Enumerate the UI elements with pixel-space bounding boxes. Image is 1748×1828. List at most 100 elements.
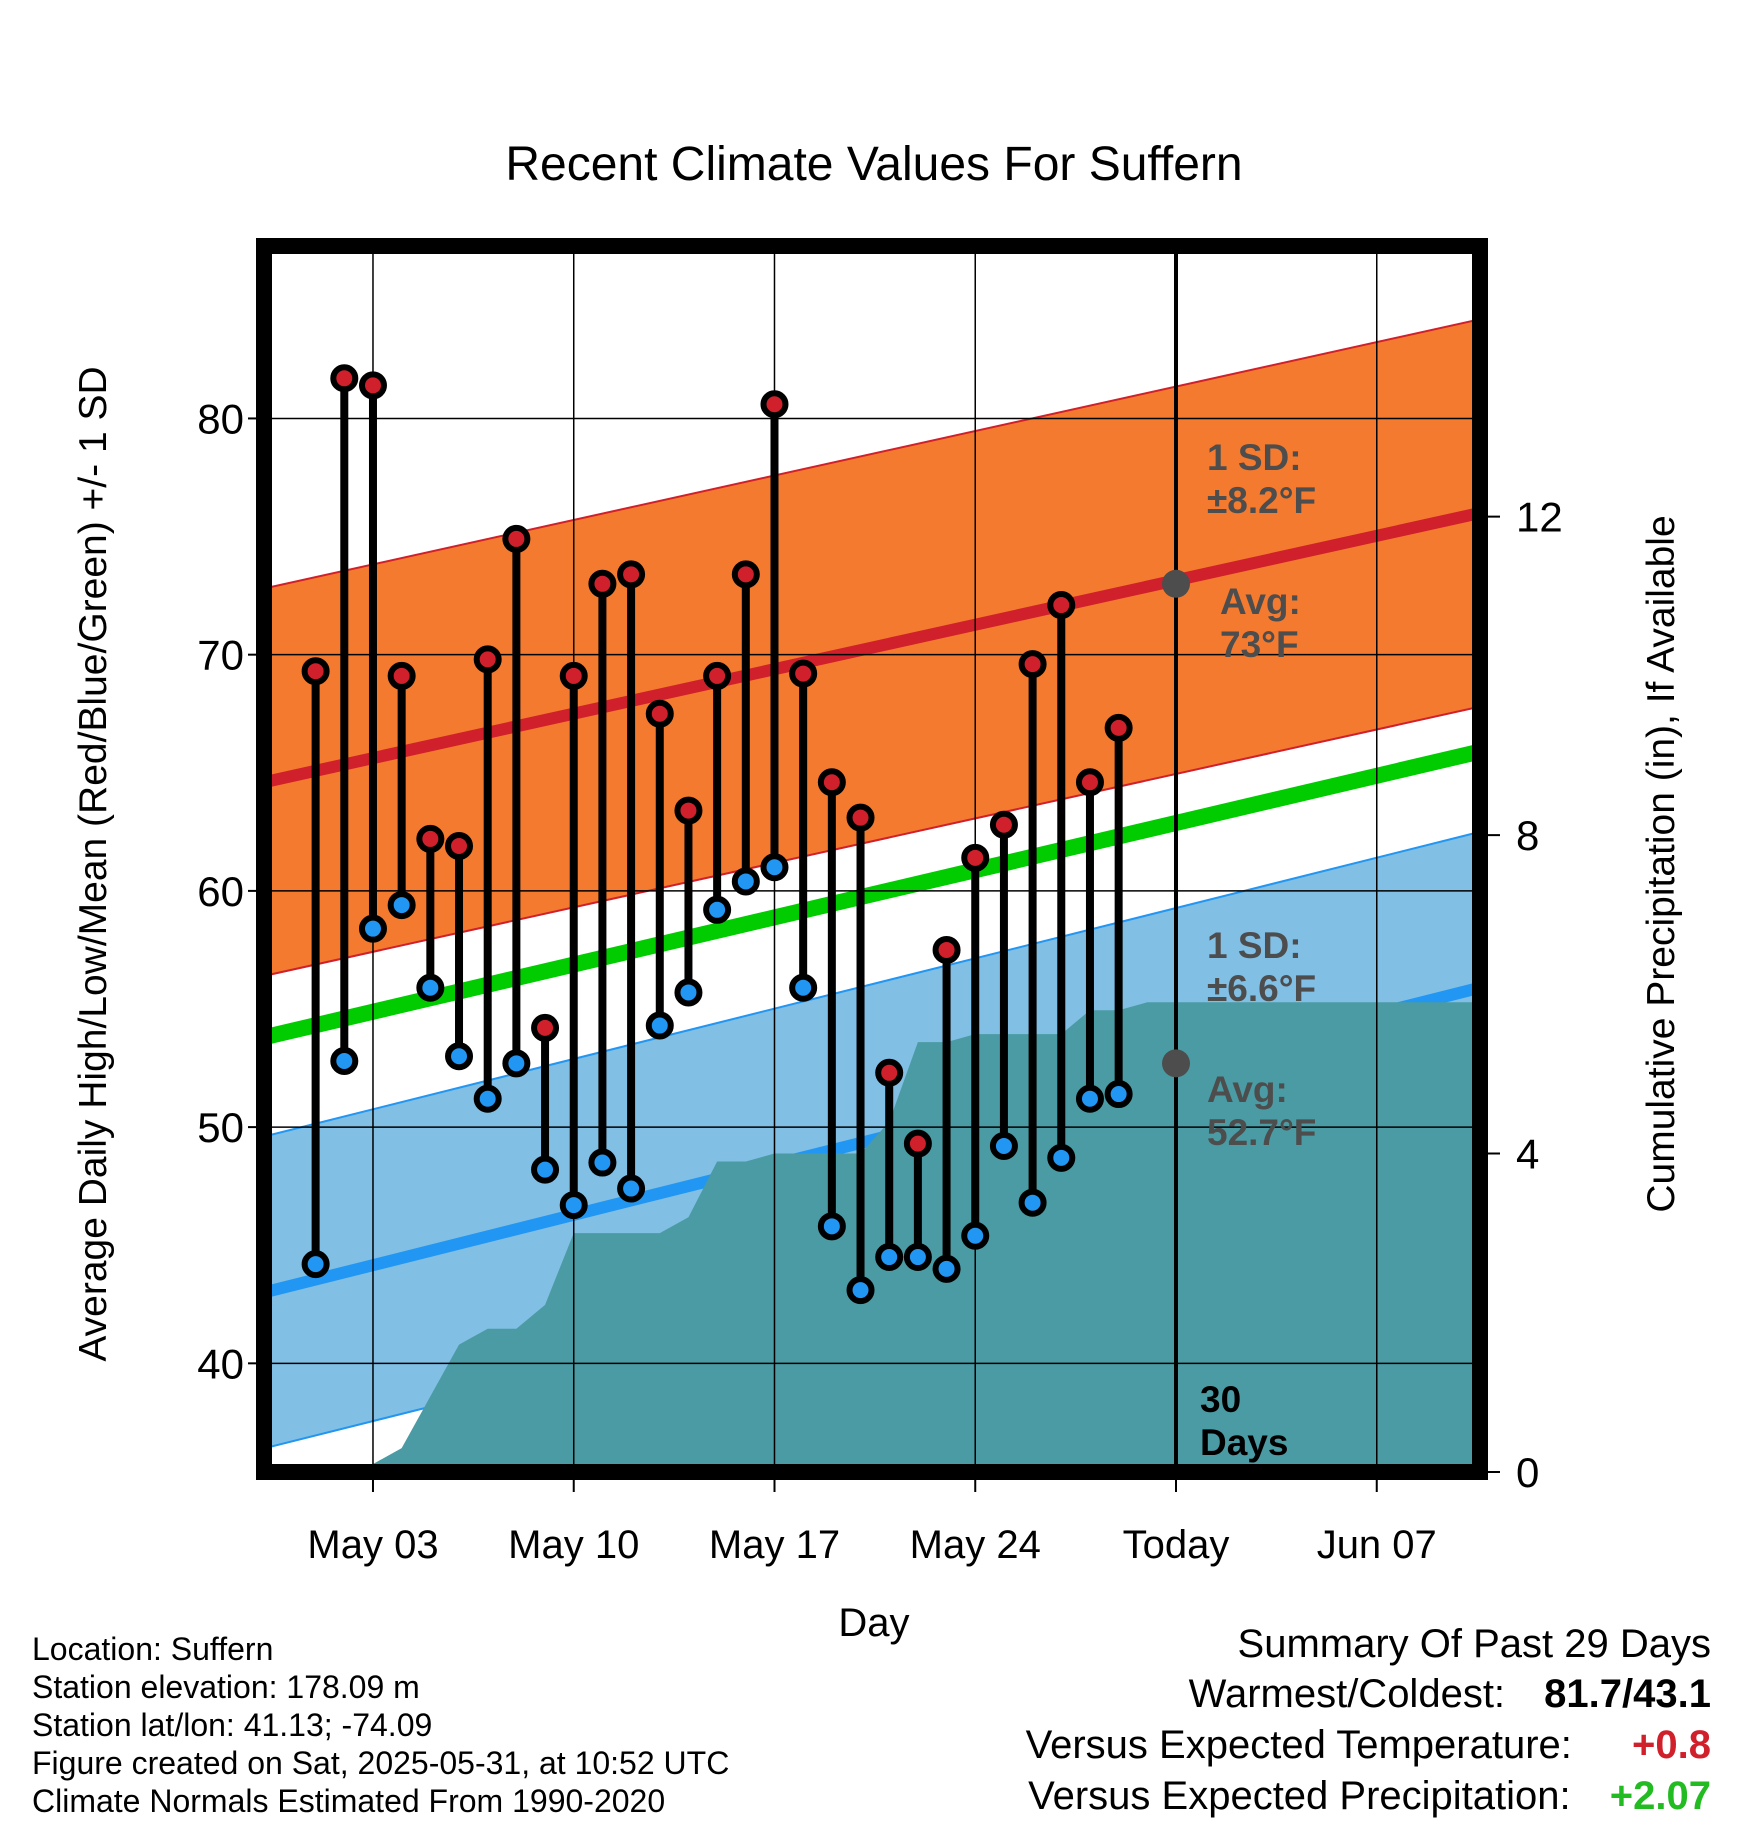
y-tick-label: 60 <box>197 868 244 915</box>
chart-title: Recent Climate Values For Suffern <box>505 138 1242 191</box>
high-point <box>789 659 818 688</box>
low-point <box>559 1191 588 1220</box>
low-point <box>358 914 387 943</box>
low-point <box>1104 1080 1133 1109</box>
x-tick-label: May 10 <box>508 1523 639 1567</box>
summary-warmest-row: Warmest/Coldest: 81.7/43.1 <box>1189 1672 1711 1717</box>
high-point <box>1018 650 1047 679</box>
temp-label: Versus Expected Temperature: <box>1025 1723 1572 1767</box>
low-point <box>416 973 445 1002</box>
low-point <box>445 1042 474 1071</box>
high-avg-label: Avg: <box>1220 581 1301 622</box>
y2-tick-label: 4 <box>1516 1131 1539 1178</box>
x-axis-label: Day <box>838 1601 909 1645</box>
high-point <box>903 1129 932 1158</box>
high-point <box>760 390 789 419</box>
y-axis-label: Average Daily High/Low/Mean (Red/Blue/Gr… <box>72 366 115 1361</box>
temp-deviation-value: +0.8 <box>1632 1723 1711 1767</box>
high-point <box>445 832 474 861</box>
summary-title: Summary Of Past 29 Days <box>1237 1622 1711 1666</box>
x-tick-label: Jun 07 <box>1317 1523 1437 1567</box>
low-point <box>502 1049 531 1078</box>
warmest-label: Warmest/Coldest: <box>1188 1672 1506 1716</box>
high-point <box>531 1013 560 1042</box>
today-high-avg-marker <box>1162 569 1190 598</box>
high-point <box>674 796 703 825</box>
low-point <box>817 1212 846 1241</box>
warmest-value: 81.7/43.1 <box>1544 1672 1711 1716</box>
low-point <box>932 1254 961 1283</box>
low-point <box>703 895 732 924</box>
high-sd-value: ±8.2°F <box>1207 480 1316 521</box>
high-point <box>645 699 674 728</box>
y-tick-label: 40 <box>197 1340 244 1387</box>
high-point <box>330 364 359 393</box>
days-text-label: Days <box>1200 1422 1288 1463</box>
high-point <box>358 371 387 400</box>
low-point <box>903 1243 932 1272</box>
high-point <box>1075 768 1104 797</box>
low-avg-label: Avg: <box>1207 1069 1288 1110</box>
high-point <box>473 645 502 674</box>
high-point <box>301 657 330 686</box>
plot-frame <box>256 238 1488 1480</box>
high-point <box>846 803 875 832</box>
high-avg-value: 73°F <box>1220 624 1299 665</box>
latlon-text: Station lat/lon: 41.13; -74.09 <box>32 1707 433 1743</box>
high-sd-label: 1 SD: <box>1207 437 1302 478</box>
low-point <box>645 1011 674 1040</box>
y-tick-label: 80 <box>197 395 244 442</box>
high-point <box>588 569 617 598</box>
low-point <box>674 978 703 1007</box>
low-point <box>387 891 416 920</box>
y2-tick-label: 12 <box>1516 494 1563 541</box>
low-point <box>989 1132 1018 1161</box>
high-point <box>932 935 961 964</box>
low-point <box>846 1276 875 1305</box>
low-sd-value: ±6.6°F <box>1207 968 1316 1009</box>
y2-axis-label: Cumulative Precipitation (in), If Availa… <box>1640 515 1683 1212</box>
x-tick-label: May 24 <box>910 1523 1041 1567</box>
high-point <box>559 661 588 690</box>
high-point <box>703 661 732 690</box>
low-point <box>330 1046 359 1075</box>
precip-label: Versus Expected Precipitation: <box>1028 1774 1571 1818</box>
today-low-avg-marker <box>1162 1049 1190 1078</box>
created-text: Figure created on Sat, 2025-05-31, at 10… <box>32 1745 730 1781</box>
station-info: Location: Suffern Station elevation: 178… <box>32 1630 729 1820</box>
normal-high-line <box>264 507 1480 789</box>
precip-deviation-value: +2.07 <box>1609 1774 1711 1818</box>
y2-tick-label: 0 <box>1516 1449 1539 1496</box>
low-point <box>588 1148 617 1177</box>
low-point <box>1018 1188 1047 1217</box>
x-tick-label: Today <box>1123 1523 1230 1567</box>
high-point <box>1104 713 1133 742</box>
location-text: Location: Suffern <box>32 1631 274 1667</box>
high-point <box>1047 591 1076 620</box>
low-point <box>789 973 818 1002</box>
days-count-label: 30 <box>1200 1379 1241 1420</box>
low-point <box>617 1174 646 1203</box>
high-point <box>989 810 1018 839</box>
low-sd-label: 1 SD: <box>1207 925 1302 966</box>
low-point <box>731 867 760 896</box>
low-avg-value: 52.7°F <box>1207 1112 1316 1153</box>
normal-mean-line <box>264 743 1480 1046</box>
high-point <box>817 768 846 797</box>
low-point <box>961 1221 990 1250</box>
low-point <box>531 1155 560 1184</box>
low-point <box>875 1243 904 1272</box>
low-point <box>1047 1143 1076 1172</box>
high-point <box>731 560 760 589</box>
low-point <box>301 1250 330 1279</box>
high-point <box>617 560 646 589</box>
low-point <box>1075 1084 1104 1113</box>
y2-tick-label: 8 <box>1516 812 1539 859</box>
low-point <box>473 1084 502 1113</box>
x-tick-label: May 03 <box>307 1523 438 1567</box>
high-point <box>387 661 416 690</box>
summary-precip-row: Versus Expected Precipitation: +2.07 <box>1028 1774 1711 1819</box>
